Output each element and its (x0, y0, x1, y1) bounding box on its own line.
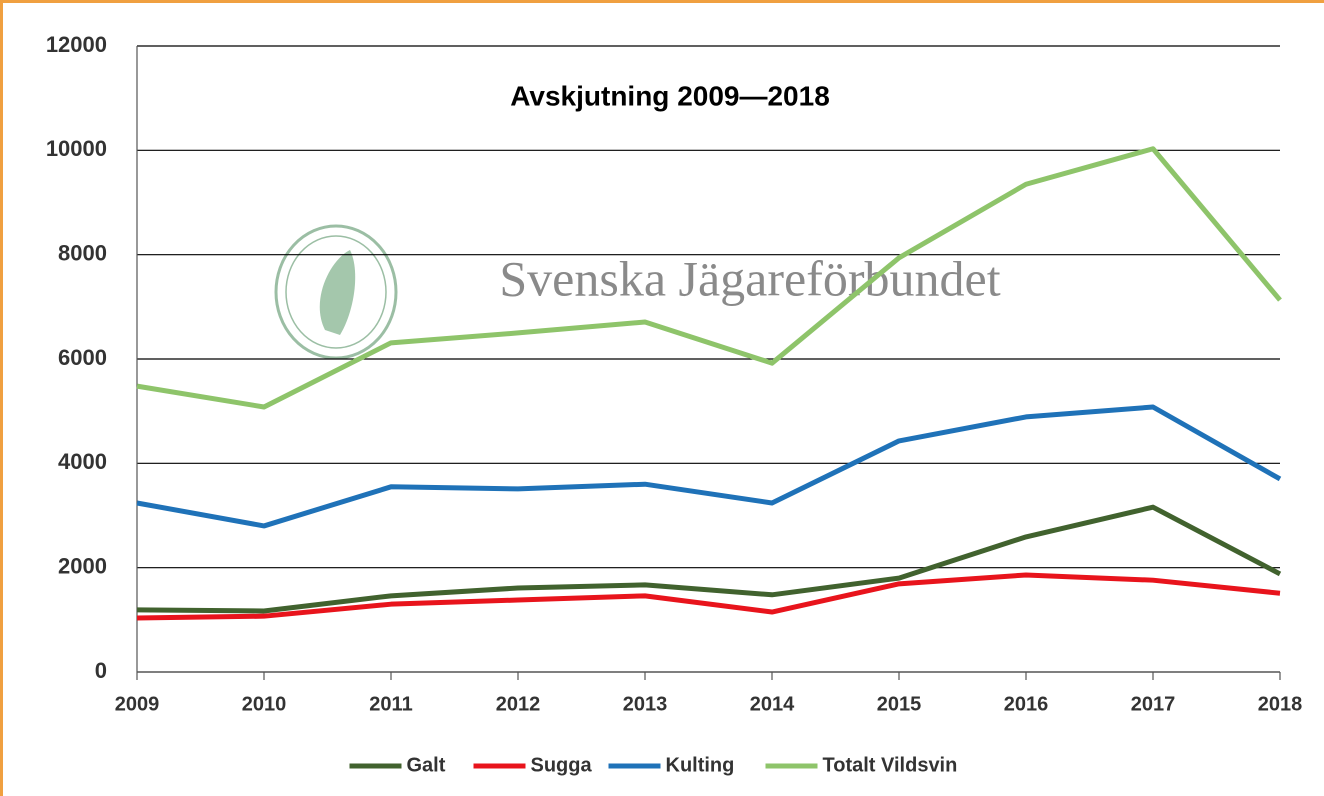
x-tick-label: 2011 (369, 693, 412, 715)
x-tick-label: 2015 (877, 693, 922, 715)
x-tick-label: 2017 (1131, 693, 1176, 715)
logo (274, 224, 398, 360)
watermark: Svenska Jägareförbundet (499, 250, 1000, 306)
x-tick-label: 2010 (242, 693, 287, 715)
line-series (136, 504, 1282, 614)
x-tick-label: 2014 (750, 693, 795, 715)
legend-label: Galt (407, 754, 446, 776)
y-tick-label: 12000 (46, 32, 107, 57)
y-tick-label: 4000 (58, 449, 107, 474)
x-tick-label: 2012 (496, 693, 541, 715)
y-tick-label: 10000 (46, 136, 107, 161)
x-tick-label: 2018 (1258, 693, 1303, 715)
legend-label: Sugga (531, 754, 593, 776)
y-tick-label: 8000 (58, 240, 107, 265)
x-tick-label: 2016 (1004, 693, 1049, 715)
line-series (136, 146, 1282, 410)
chart-title: Avskjutning 2009—2018 (510, 80, 830, 111)
x-tick-label: 2009 (115, 693, 160, 715)
legend-label: Kulting (666, 754, 735, 776)
y-tick-label: 2000 (58, 553, 107, 578)
x-tick-label: 2013 (623, 693, 668, 715)
y-tick-label: 0 (95, 658, 107, 683)
y-tick-label: 6000 (58, 345, 107, 370)
line-series (136, 572, 1281, 621)
line-series (136, 404, 1282, 529)
legend-label: Totalt Vildsvin (823, 754, 958, 776)
